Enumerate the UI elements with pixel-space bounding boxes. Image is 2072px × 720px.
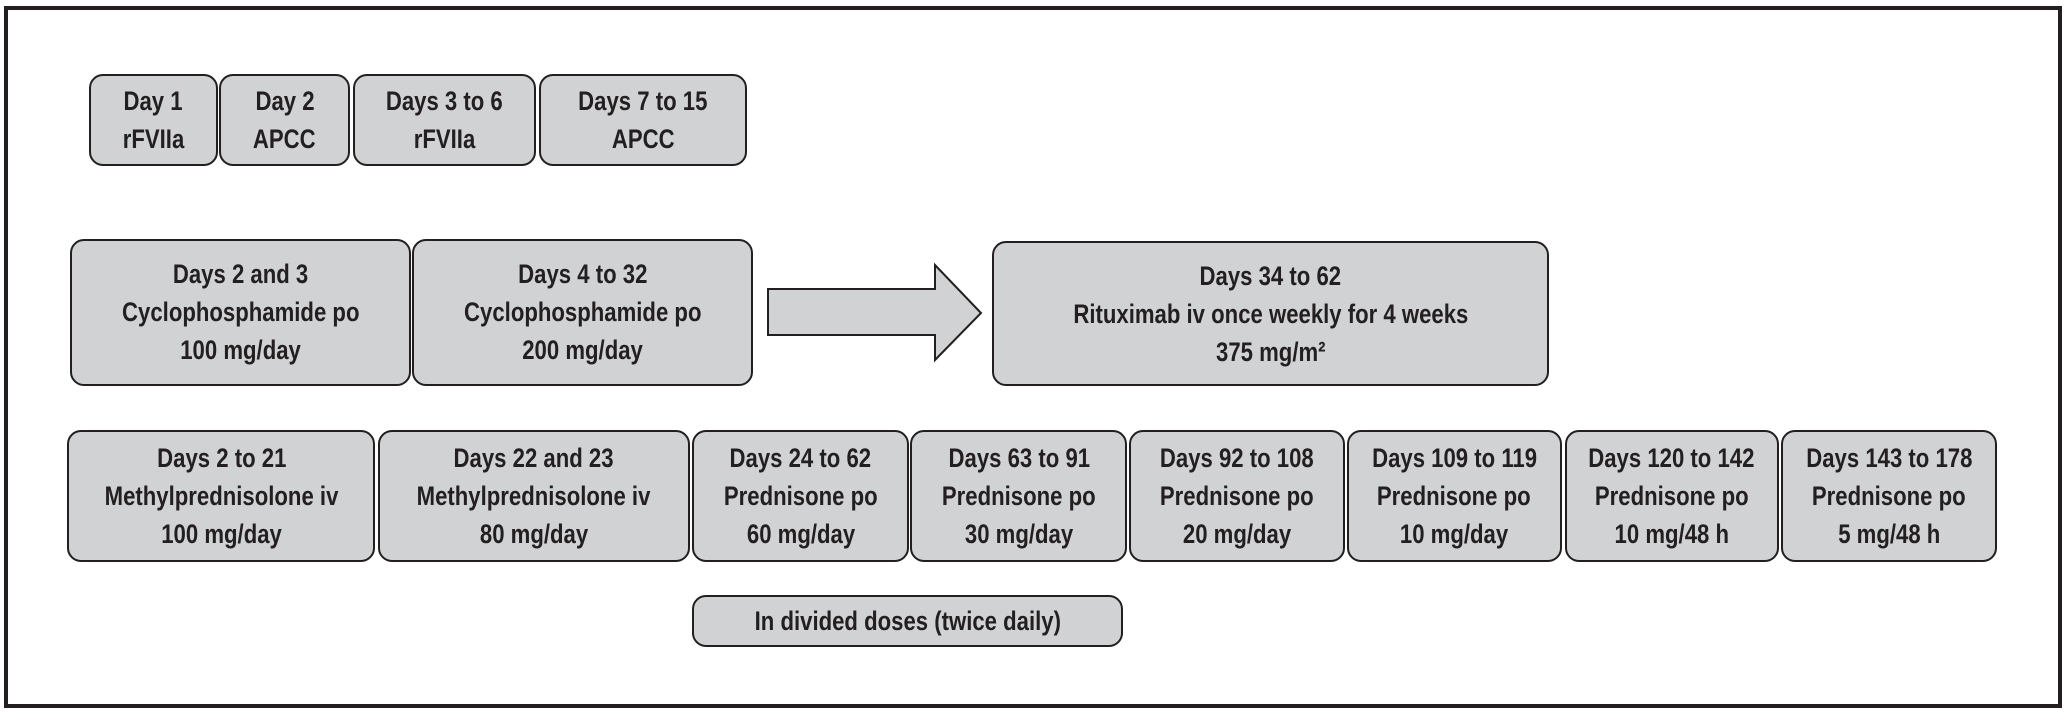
box-text: Days 120 to 142: [1588, 442, 1755, 473]
box-text: Prednisone po: [1594, 480, 1749, 511]
box-text: Rituximab iv once weekly for 4 weeks: [1073, 298, 1469, 329]
box-text: 20 mg/day: [1182, 518, 1291, 549]
box-text: Prednisone po: [723, 480, 878, 511]
frame: [4, 6, 2062, 708]
box-text: Day 2: [255, 85, 315, 116]
box-text: APCC: [611, 123, 675, 154]
box-text: Cyclophosphamide po: [121, 297, 360, 328]
box-text: Days 2 to 21: [156, 442, 286, 473]
treatment-box: Days 2 to 21 Methylprednisolone iv 100 mg/…: [67, 429, 376, 563]
box-text: rFVIIa: [122, 123, 185, 154]
box-text: 100 mg/day: [180, 335, 301, 366]
box-text: 10 mg/48 h: [1614, 518, 1729, 549]
box-text: 375 mg/m²: [1215, 336, 1326, 367]
treatment-box: Days 63 to 91 Prednisone po 30 mg/day: [910, 429, 1128, 563]
box-text: 80 mg/day: [479, 518, 588, 549]
box-text: Methylprednisolone iv: [104, 480, 339, 511]
box-text: Prednisone po: [1159, 480, 1314, 511]
box-text: 60 mg/day: [746, 518, 855, 549]
treatment-box: Days 92 to 108 Prednisone po 20 mg/day: [1128, 429, 1346, 563]
box-text: Days 24 to 62: [730, 442, 872, 473]
box-text: Days 143 to 178: [1805, 442, 1973, 473]
treatment-box: Days 22 and 23 Methylprednisolone iv 80 mg…: [377, 429, 690, 563]
treatment-box: Days 24 to 62 Prednisone po 60 mg/day: [692, 429, 910, 563]
treatment-box: Day 2 APCC: [219, 74, 351, 166]
box-text: APCC: [253, 123, 317, 154]
box-text: Days 4 to 32: [518, 259, 648, 290]
box-text: 30 mg/day: [964, 518, 1073, 549]
box-text: Days 7 to 15: [578, 85, 708, 116]
treatment-box: Days 4 to 32 Cyclophosphamide po 200 mg/da…: [412, 238, 754, 386]
box-text: Methylprednisolone iv: [416, 480, 651, 511]
box-text: Days 2 and 3: [172, 259, 309, 290]
box-text: Days 34 to 62: [1199, 260, 1342, 291]
box-text: Prednisone po: [941, 480, 1096, 511]
treatment-box: Days 109 to 119 Prednisone po 10 mg/day: [1346, 429, 1562, 563]
note-box: In divided doses (twice daily): [692, 595, 1124, 648]
box-text: Days 92 to 108: [1159, 442, 1314, 473]
treatment-box: Days 7 to 15 APCC: [539, 74, 747, 166]
box-text: Prednisone po: [1377, 480, 1532, 511]
treatment-box: Days 3 to 6 rFVIIa: [352, 74, 537, 166]
treatment-box: Day 1 rFVIIa: [88, 74, 219, 166]
box-text: In divided doses (twice daily): [754, 606, 1061, 637]
box-text: Days 63 to 91: [948, 442, 1090, 473]
box-text: Days 109 to 119: [1371, 442, 1537, 473]
treatment-box: Days 2 and 3 Cyclophosphamide po 100 mg/da…: [70, 238, 411, 386]
arrow: [767, 262, 983, 363]
box-text: Prednisone po: [1812, 480, 1966, 511]
box-text: 10 mg/day: [1400, 518, 1509, 549]
treatment-box: Days 34 to 62 Rituximab iv once weekly fo…: [992, 241, 1549, 386]
treatment-box: Days 143 to 178 Prednisone po 5 mg/48 h: [1781, 429, 1997, 563]
box-text: 100 mg/day: [161, 518, 282, 549]
box-text: rFVIIa: [413, 123, 476, 154]
box-text: Days 22 and 23: [453, 442, 614, 473]
box-text: 5 mg/48 h: [1837, 518, 1941, 549]
box-text: Days 3 to 6: [386, 85, 504, 116]
box-text: 200 mg/day: [522, 335, 644, 366]
box-text: Cyclophosphamide po: [464, 297, 702, 328]
box-text: Day 1: [123, 85, 183, 116]
treatment-box: Days 120 to 142 Prednisone po 10 mg/48 h: [1564, 429, 1779, 563]
